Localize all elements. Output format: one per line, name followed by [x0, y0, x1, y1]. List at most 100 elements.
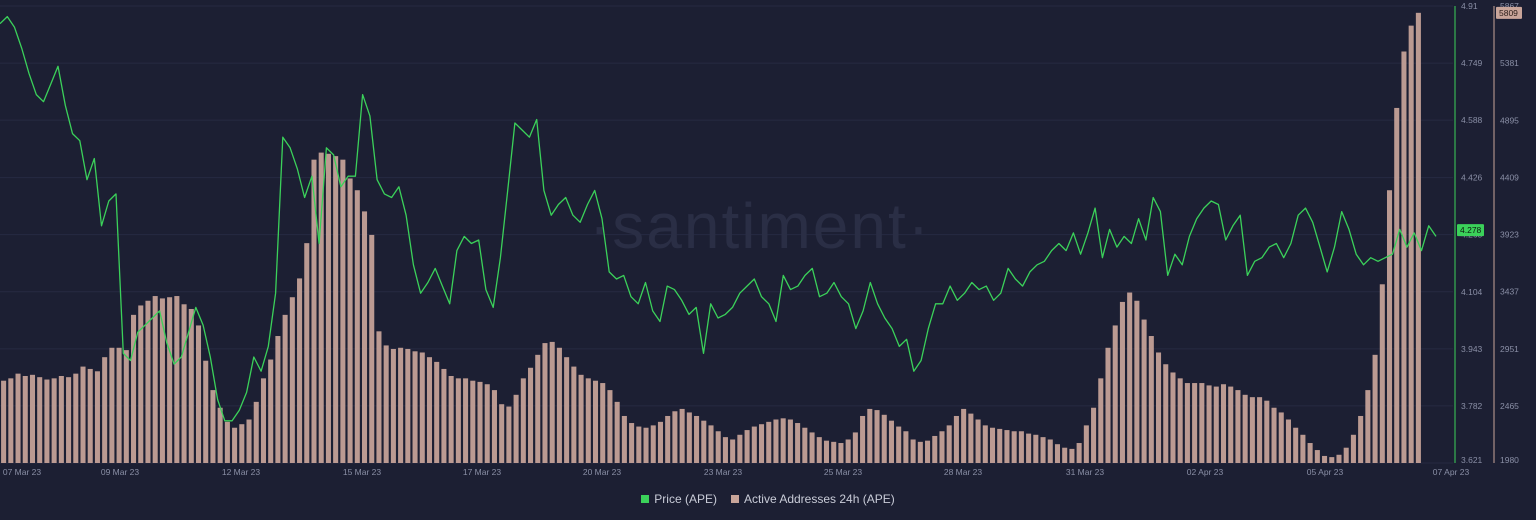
address-bar — [304, 243, 310, 463]
address-bar — [1307, 443, 1313, 463]
address-bar — [1163, 364, 1169, 463]
address-bar — [470, 380, 476, 463]
address-bar — [1358, 415, 1364, 463]
watermark-text: ·santiment· — [589, 190, 931, 262]
address-bar — [795, 423, 801, 463]
address-bar — [759, 424, 765, 463]
address-bar — [1314, 450, 1320, 463]
address-bar — [116, 347, 122, 463]
address-bar — [15, 373, 21, 463]
address-bar — [564, 357, 570, 463]
address-bar — [246, 419, 252, 463]
address-bar — [361, 211, 368, 463]
address-bar — [556, 347, 562, 463]
address-bar — [1336, 454, 1342, 463]
address-bar — [224, 421, 230, 463]
address-bar — [66, 377, 72, 463]
address-bar — [426, 357, 433, 463]
legend-item-price[interactable]: Price (APE) — [641, 492, 717, 506]
address-bar — [939, 431, 945, 463]
addresses-tick-label: 4895 — [1500, 115, 1519, 125]
address-bar — [1285, 419, 1291, 463]
address-bar — [989, 427, 996, 463]
legend-label-addresses: Active Addresses 24h (APE) — [743, 492, 895, 506]
address-bar — [997, 428, 1003, 463]
address-bar — [549, 341, 555, 463]
address-bar — [1069, 448, 1075, 463]
address-bar — [1206, 385, 1212, 463]
address-bar — [1343, 447, 1349, 463]
price-current-label: 4.278 — [1460, 225, 1482, 235]
x-tick-label: 28 Mar 23 — [944, 467, 983, 477]
price-line — [0, 15, 1437, 422]
address-bar — [412, 351, 418, 463]
price-tick-label: 4.91 — [1461, 1, 1478, 11]
x-tick-label: 05 Apr 23 — [1307, 467, 1344, 477]
addresses-tick-label: 4409 — [1500, 172, 1519, 182]
address-bar — [167, 297, 173, 463]
address-bar — [831, 441, 837, 463]
price-current-badge — [1457, 224, 1484, 237]
price-tick-label: 3.943 — [1461, 344, 1483, 354]
address-bar — [448, 375, 454, 463]
address-bar — [1271, 407, 1277, 463]
address-bar — [333, 156, 339, 463]
address-bar — [932, 435, 938, 463]
address-bar — [1141, 319, 1147, 463]
address-bar — [506, 406, 512, 463]
address-bar — [1011, 431, 1017, 463]
x-tick-label: 02 Apr 23 — [1187, 467, 1224, 477]
address-bar — [679, 408, 685, 463]
address-bar — [607, 390, 613, 463]
address-bar — [730, 439, 736, 463]
address-bar — [600, 383, 606, 463]
address-bar — [1293, 427, 1299, 463]
address-bar — [823, 440, 830, 463]
address-bar — [1004, 430, 1010, 463]
address-bar — [138, 305, 144, 463]
address-bar — [463, 378, 469, 463]
address-bar — [210, 390, 216, 463]
address-bar — [881, 414, 887, 463]
address-bar — [874, 410, 880, 463]
address-bar — [159, 298, 165, 463]
x-tick-label: 17 Mar 23 — [463, 467, 502, 477]
address-bar — [614, 401, 620, 463]
active-addresses-bars — [1, 12, 1421, 464]
x-tick-label: 09 Mar 23 — [101, 467, 140, 477]
price-tick-label: 3.621 — [1461, 455, 1483, 465]
address-bar — [491, 390, 497, 463]
address-bar — [1408, 25, 1414, 463]
address-bar — [499, 404, 505, 463]
price-tick-label: 4.749 — [1461, 58, 1483, 68]
address-bar — [968, 413, 974, 463]
address-bar — [701, 420, 707, 463]
address-bar — [325, 153, 331, 464]
address-bar — [1415, 12, 1421, 463]
address-bar — [1199, 383, 1205, 463]
x-tick-label: 31 Mar 23 — [1066, 467, 1105, 477]
legend-swatch-price — [641, 495, 650, 503]
address-bar — [195, 325, 202, 463]
address-bar — [58, 375, 64, 463]
address-bar — [1257, 397, 1263, 463]
address-bar — [888, 420, 894, 463]
address-bar — [571, 366, 577, 463]
address-bar — [520, 378, 526, 463]
legend-item-addresses[interactable]: Active Addresses 24h (APE) — [730, 492, 895, 506]
address-bar — [860, 415, 866, 463]
price-line-layer — [0, 15, 1437, 422]
address-bar — [1047, 439, 1053, 463]
address-bar — [816, 437, 822, 463]
address-bar — [1098, 378, 1104, 463]
address-bar — [1242, 394, 1248, 463]
address-bar — [253, 401, 259, 463]
address-bar — [87, 368, 93, 463]
address-bar — [340, 159, 346, 463]
price-tick-label: 4.588 — [1461, 115, 1483, 125]
address-bar — [1365, 390, 1371, 463]
address-bar — [1091, 407, 1097, 463]
address-bar — [188, 308, 194, 463]
address-bar — [780, 418, 786, 463]
address-bar — [528, 367, 534, 463]
